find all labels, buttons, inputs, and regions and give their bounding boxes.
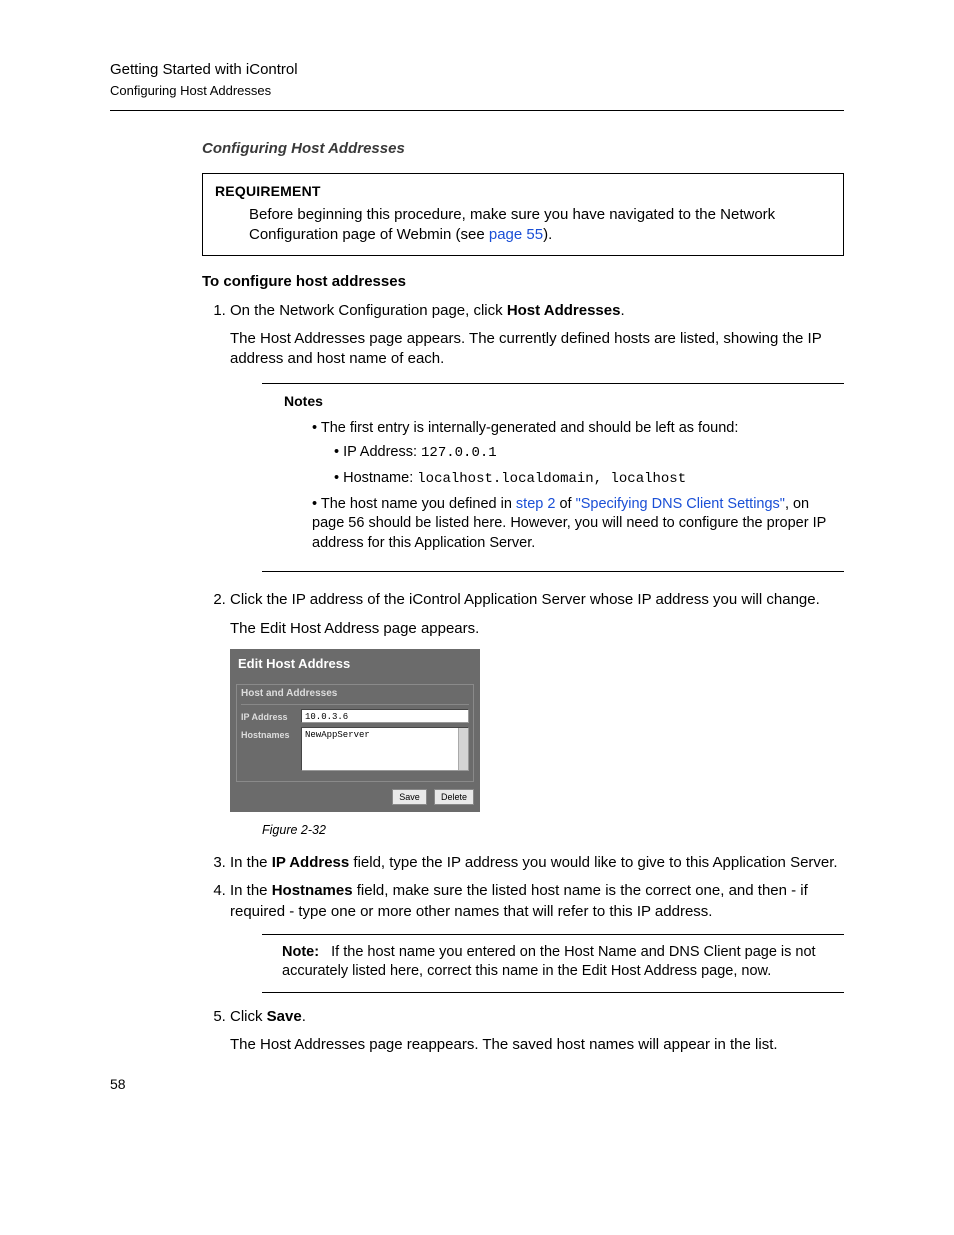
dialog-title: Edit Host Address [230,649,480,685]
step-3-bold: IP Address [272,854,350,871]
note-1b-value: localhost.localdomain, localhost [417,471,686,487]
note-1a-label: IP Address: [343,444,421,460]
panel-heading: Host and Addresses [241,685,469,705]
step-4: In the Hostnames field, make sure the li… [230,881,844,922]
step-3-pre: In the [230,854,272,871]
step-2-continuation: The Edit Host Address page appears. [230,619,844,639]
note-2-pre: The host name you defined in [321,496,516,512]
inline-note-label: Note: [282,944,319,960]
step-2-link[interactable]: step 2 [516,496,556,512]
note-1a-value: 127.0.0.1 [421,445,497,461]
step-4-pre: In the [230,882,272,899]
notes-title: Notes [284,392,844,411]
note-1b: Hostname: localhost.localdomain, localho… [334,469,844,489]
scrollbar[interactable] [458,728,468,770]
page-55-link[interactable]: page 55 [489,226,543,243]
running-subtitle: Configuring Host Addresses [110,82,844,100]
steps-list-2: Click the IP address of the iControl App… [230,590,844,610]
running-title: Getting Started with iControl [110,60,844,80]
hostnames-input[interactable]: NewAppServer [301,727,469,771]
save-button[interactable]: Save [392,789,427,805]
hostnames-label: Hostnames [241,727,297,741]
ip-address-input[interactable]: 10.0.3.6 [301,709,469,723]
ip-address-label: IP Address [241,709,297,723]
note-1a: IP Address: 127.0.0.1 [334,443,844,463]
ip-address-row: IP Address 10.0.3.6 [241,709,469,723]
delete-button[interactable]: Delete [434,789,474,805]
steps-list: On the Network Configuration page, click… [230,301,844,321]
host-addresses-panel: Host and Addresses IP Address 10.0.3.6 H… [236,684,474,782]
note-1-text: The first entry is internally-generated … [321,420,739,436]
step-1: On the Network Configuration page, click… [230,301,844,321]
note-bullet-2: The host name you defined in step 2 of "… [312,495,844,554]
step-1-continuation: The Host Addresses page appears. The cur… [230,329,844,370]
content: Configuring Host Addresses REQUIREMENT B… [202,139,844,1056]
hostnames-value: NewAppServer [305,730,370,740]
step-5: Click Save. [230,1007,844,1027]
note-2-mid: of [555,496,575,512]
requirement-body: Before beginning this procedure, make su… [249,205,831,246]
figure-caption: Figure 2-32 [262,822,844,839]
step-4-bold: Hostnames [272,882,353,899]
requirement-title: REQUIREMENT [215,182,831,201]
step-3: In the IP Address field, type the IP add… [230,853,844,873]
figure-wrap: Edit Host Address Host and Addresses IP … [230,649,844,812]
step-5-continuation: The Host Addresses page reappears. The s… [230,1035,844,1055]
step-1-post: . [620,302,624,319]
step-1-pre: On the Network Configuration page, click [230,302,507,319]
step-1-bold: Host Addresses [507,302,621,319]
step-5-pre: Click [230,1008,267,1025]
notes-block: Notes The first entry is internally-gene… [262,383,844,572]
note-1b-label: Hostname: [343,470,417,486]
step-3-post: field, type the IP address you would lik… [349,854,837,871]
hostnames-row: Hostnames NewAppServer [241,727,469,771]
steps-list-3: In the IP Address field, type the IP add… [230,853,844,922]
dialog-buttons: Save Delete [230,782,480,806]
inline-note: Note: If the host name you entered on th… [262,934,844,993]
edit-host-screenshot: Edit Host Address Host and Addresses IP … [230,649,480,812]
step-5-post: . [302,1008,306,1025]
dns-settings-link[interactable]: "Specifying DNS Client Settings" [576,496,785,512]
step-5-bold: Save [267,1008,302,1025]
page: Getting Started with iControl Configurin… [0,0,954,1126]
section-label: Configuring Host Addresses [202,139,844,159]
requirement-text-post: ). [543,226,552,243]
note-bullet-1: The first entry is internally-generated … [312,419,844,488]
step-2: Click the IP address of the iControl App… [230,590,844,610]
page-number: 58 [110,1075,126,1094]
requirement-box: REQUIREMENT Before beginning this proced… [202,173,844,256]
steps-list-5: Click Save. [230,1007,844,1027]
inline-note-body: If the host name you entered on the Host… [282,944,816,980]
procedure-heading: To configure host addresses [202,272,844,292]
running-head: Getting Started with iControl Configurin… [110,60,844,111]
